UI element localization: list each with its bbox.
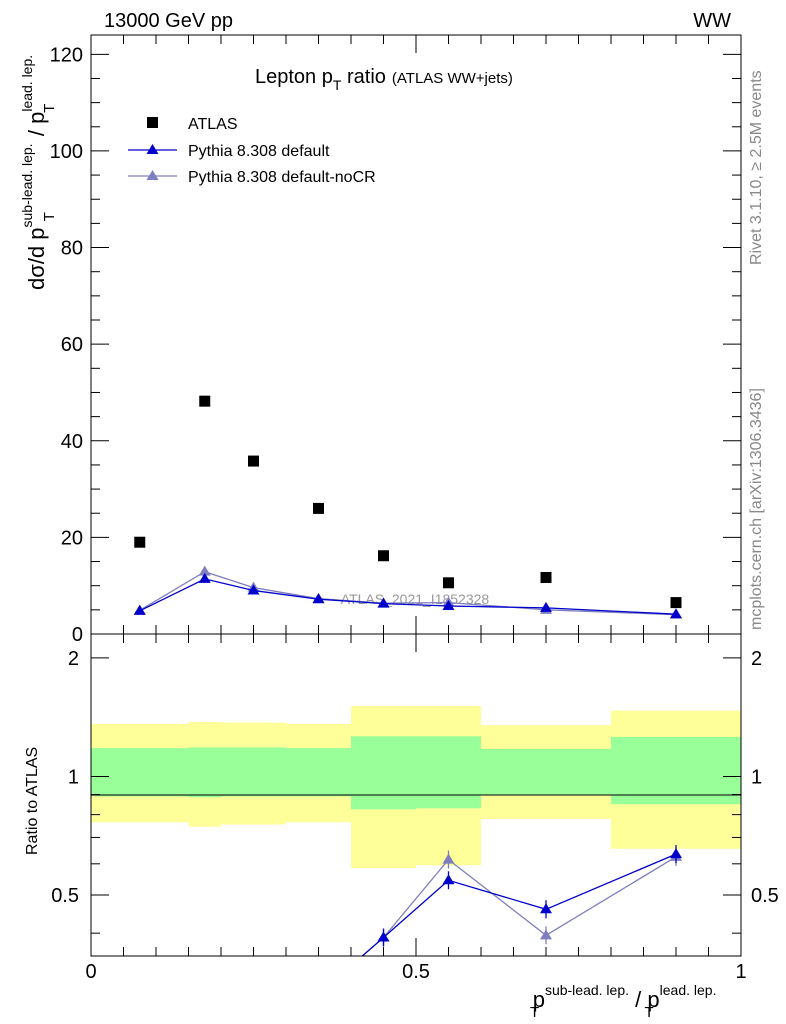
- ratio-default-point: [377, 931, 390, 942]
- x-tick-label: 0.5: [402, 961, 430, 983]
- ratio-default-point: [313, 988, 325, 998]
- ratio-y-tick-label: 0.5: [51, 885, 79, 907]
- atlas-point: [670, 597, 682, 609]
- main-y-tick-label: 0: [72, 624, 83, 646]
- ratio-plot-marks: [134, 845, 682, 1024]
- ratio-nocr-point: [248, 994, 260, 1004]
- x-axis-label: psub-lead. lep. T/ plead. lep. T: [530, 982, 716, 1021]
- x-tick-label: 1: [735, 961, 746, 983]
- plot-title-rest: ratio: [341, 66, 385, 88]
- ratio-y-tick-label-right: 0.5: [751, 885, 779, 907]
- ratio-band-inner: [221, 747, 286, 797]
- main-y-axis-label-num-sup: sub-lead. lep.: [19, 143, 35, 227]
- ratio-band-inner: [611, 736, 741, 805]
- ratio-nocr-point: [442, 853, 455, 864]
- ratio-uncertainty-bands: [91, 705, 741, 869]
- atlas-point: [134, 536, 146, 548]
- main-y-tick-label: 80: [61, 238, 83, 260]
- ratio-series: [134, 845, 682, 1024]
- ratio-band-inner: [91, 748, 189, 797]
- default-line: [139, 578, 677, 615]
- atlas-point: [540, 571, 552, 583]
- ratio-y-tick-label: 2: [68, 648, 79, 670]
- ratio-default-point: [134, 1008, 146, 1018]
- x-axis-label-num-sub: T: [530, 1004, 539, 1021]
- ratio-band-inner: [351, 736, 416, 810]
- atlas-point: [248, 455, 259, 467]
- ratio-band-inner: [416, 736, 481, 809]
- ratio-nocr-point: [313, 988, 325, 998]
- main-y-tick-label: 40: [61, 431, 83, 453]
- default-point: [442, 599, 455, 610]
- default-point: [133, 604, 146, 615]
- ratio-default-point: [199, 1015, 211, 1024]
- plot-title-sub: T: [333, 77, 342, 93]
- atlas-point: [378, 550, 389, 562]
- ratio-nocr-line: [361, 856, 677, 956]
- x-axis-label-sep: / p: [635, 987, 659, 1012]
- atlas-point: [313, 502, 324, 514]
- main-y-tick-label: 120: [50, 44, 83, 66]
- main-y-axis-label-prefix: dσ/d p: [24, 227, 49, 290]
- ratio-plot-ticks: 0.5 0.5 1 1 2 2 0 0.5 1: [51, 634, 779, 983]
- atlas-point: [443, 577, 454, 589]
- atlas-point: [199, 395, 211, 407]
- plot-title: Lepton pT ratio (ATLAS WW+jets): [255, 66, 513, 93]
- ratio-nocr-point: [540, 929, 552, 940]
- plot-title-paren: (ATLAS WW+jets): [392, 70, 513, 87]
- main-y-axis-label-sep: / p: [24, 112, 49, 143]
- default-point: [312, 593, 325, 604]
- ratio-y-axis-label: Ratio to ATLAS: [24, 747, 41, 855]
- rivet-label: Rivet 3.1.10, ≥ 2.5M events: [748, 70, 765, 265]
- legend-marker-atlas: [147, 117, 158, 128]
- ratio-plot-frame: [90, 633, 742, 957]
- main-y-axis-label: dσ/d psub-lead. lep. T / plead. lep. T: [19, 55, 58, 290]
- ratio-band-inner: [188, 747, 221, 798]
- main-plot-marks: [133, 395, 682, 619]
- ratio-band-inner: [286, 748, 351, 797]
- legend-label-atlas: ATLAS: [188, 116, 238, 133]
- default-point: [198, 572, 211, 583]
- plot-title-main: Lepton p: [255, 66, 333, 88]
- ratio-y-tick-label-right: 2: [751, 648, 762, 670]
- default-point: [540, 601, 552, 612]
- legend-marker-nocr: [146, 170, 159, 180]
- default-point: [247, 584, 260, 595]
- ratio-y-tick-label: 1: [68, 766, 79, 788]
- ratio-nocr-point: [134, 1001, 146, 1011]
- default-point: [377, 597, 390, 608]
- main-y-axis-label-num-sub: T: [41, 212, 58, 221]
- main-plot-ticks: 0 20 40 60 80 100 120: [50, 35, 742, 646]
- ratio-y-tick-label-right: 1: [751, 766, 762, 788]
- main-y-tick-label: 60: [61, 334, 83, 356]
- ratio-default-point: [442, 874, 455, 885]
- x-axis-label-den-sup: lead. lep.: [660, 982, 717, 998]
- main-y-axis-label-den-sup: lead. lep.: [19, 55, 35, 112]
- nocr-point: [198, 565, 211, 576]
- main-y-tick-label: 20: [61, 527, 83, 549]
- ratio-default-point: [248, 1008, 260, 1018]
- legend-marker-default: [146, 144, 159, 154]
- ratio-default-line: [361, 853, 677, 956]
- mcplots-label: mcplots.cern.ch [arXiv:1306.3436]: [748, 388, 765, 630]
- main-y-axis-label-den-sub: T: [41, 104, 58, 113]
- x-axis-label-den-sub: T: [644, 1004, 653, 1021]
- ratio-plot: 0.5 0.5 1 1 2 2 0 0.5 1 Ratio to ATLAS psub-lead…: [24, 633, 779, 1024]
- ratio-band-inner: [481, 748, 611, 796]
- ratio-default-point: [670, 848, 682, 859]
- x-axis-label-num-sup: sub-lead. lep.: [545, 982, 629, 998]
- x-tick-label: 0: [85, 961, 96, 983]
- default-point: [670, 608, 682, 619]
- legend-label-nocr: Pythia 8.308 default-noCR: [188, 169, 376, 186]
- ratio-nocr-point: [199, 994, 211, 1004]
- legend: ATLAS Pythia 8.308 default Pythia 8.308 …: [128, 116, 376, 186]
- x-axis-label-num-base: p: [533, 987, 545, 1012]
- main-y-tick-label: 100: [50, 141, 83, 163]
- energy-label: 13000 GeV pp: [104, 10, 233, 32]
- ratio-default-point: [540, 903, 552, 914]
- process-label: WW: [693, 10, 731, 32]
- legend-label-default: Pythia 8.308 default: [188, 143, 330, 160]
